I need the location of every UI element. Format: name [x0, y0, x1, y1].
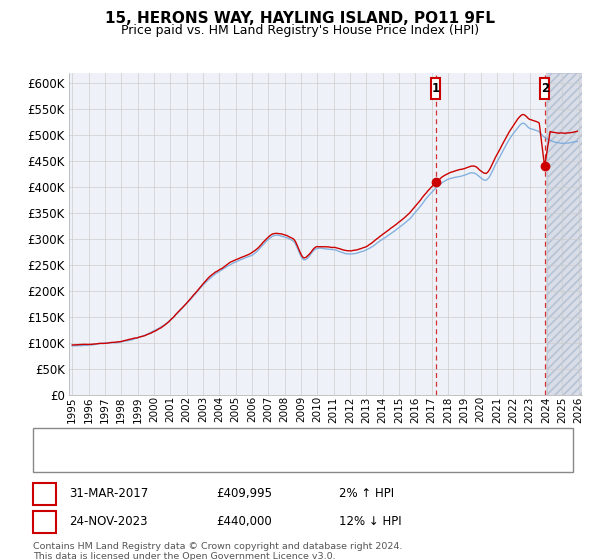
- Text: 2: 2: [541, 82, 549, 95]
- Text: £440,000: £440,000: [216, 515, 272, 529]
- Text: 15, HERONS WAY, HAYLING ISLAND, PO11 9FL: 15, HERONS WAY, HAYLING ISLAND, PO11 9FL: [105, 11, 495, 26]
- Bar: [431, 78, 440, 99]
- Text: 2: 2: [40, 515, 49, 529]
- Text: 24-NOV-2023: 24-NOV-2023: [69, 515, 148, 529]
- Text: HPI: Average price, detached house, Havant: HPI: Average price, detached house, Hava…: [82, 456, 324, 465]
- Bar: [540, 78, 549, 99]
- Text: 1: 1: [432, 82, 440, 95]
- Text: 2% ↑ HPI: 2% ↑ HPI: [339, 487, 394, 501]
- Text: Contains HM Land Registry data © Crown copyright and database right 2024.
This d: Contains HM Land Registry data © Crown c…: [33, 542, 403, 560]
- Text: £409,995: £409,995: [216, 487, 272, 501]
- Text: 1: 1: [40, 487, 49, 501]
- Text: 15, HERONS WAY, HAYLING ISLAND, PO11 9FL (detached house): 15, HERONS WAY, HAYLING ISLAND, PO11 9FL…: [82, 435, 433, 445]
- Text: Price paid vs. HM Land Registry's House Price Index (HPI): Price paid vs. HM Land Registry's House …: [121, 24, 479, 36]
- Bar: [547, 73, 582, 395]
- Bar: [547, 73, 582, 395]
- Text: 31-MAR-2017: 31-MAR-2017: [69, 487, 148, 501]
- Text: 12% ↓ HPI: 12% ↓ HPI: [339, 515, 401, 529]
